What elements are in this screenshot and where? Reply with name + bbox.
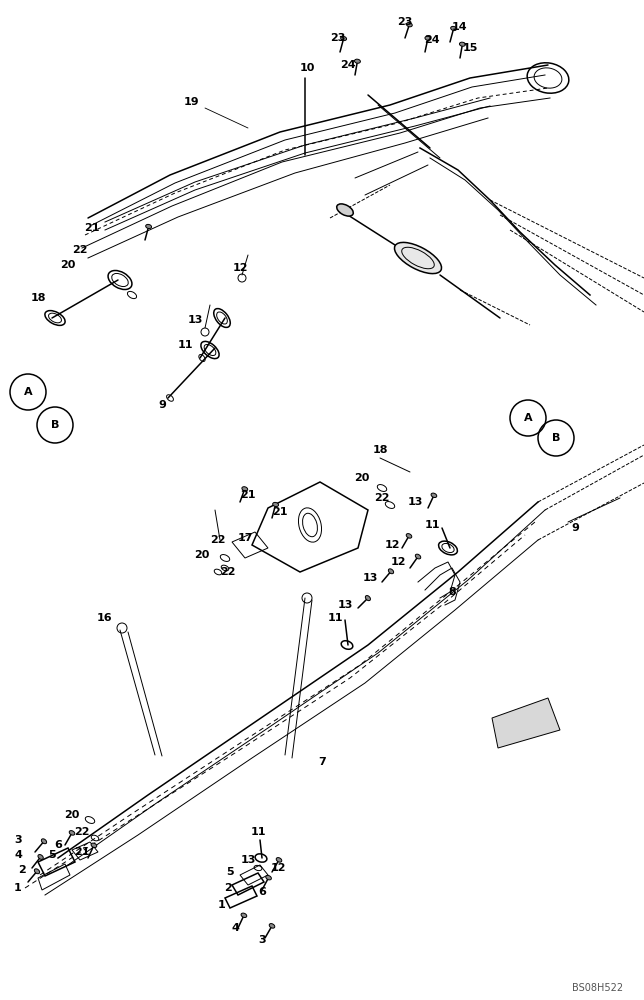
Text: 20: 20 <box>354 473 370 483</box>
Ellipse shape <box>431 493 437 498</box>
Text: B: B <box>552 433 560 443</box>
Text: 13: 13 <box>407 497 422 507</box>
Text: 15: 15 <box>462 43 478 53</box>
Ellipse shape <box>38 855 43 859</box>
Text: 22: 22 <box>210 535 226 545</box>
Text: 12: 12 <box>232 263 248 273</box>
Polygon shape <box>492 698 560 748</box>
Text: 13: 13 <box>363 573 377 583</box>
Text: 24: 24 <box>340 60 356 70</box>
Text: 11: 11 <box>251 827 266 837</box>
Text: 4: 4 <box>14 850 22 860</box>
Text: 20: 20 <box>194 550 210 560</box>
Text: 2: 2 <box>224 883 232 893</box>
Text: 22: 22 <box>72 245 88 255</box>
Text: 5: 5 <box>48 850 56 860</box>
Text: 4: 4 <box>231 923 239 933</box>
Text: 5: 5 <box>226 867 234 877</box>
Text: 21: 21 <box>74 847 90 857</box>
Text: BS08H522: BS08H522 <box>573 983 623 993</box>
Ellipse shape <box>69 831 75 835</box>
Text: 17: 17 <box>237 533 252 543</box>
Text: 21: 21 <box>272 507 288 517</box>
Text: 12: 12 <box>390 557 406 567</box>
Text: 21: 21 <box>240 490 256 500</box>
Text: 22: 22 <box>220 567 236 577</box>
Ellipse shape <box>41 839 46 844</box>
Ellipse shape <box>91 843 97 848</box>
Text: 12: 12 <box>384 540 400 550</box>
Text: 7: 7 <box>318 757 326 767</box>
Text: B: B <box>51 420 59 430</box>
Text: 8: 8 <box>448 587 456 597</box>
Text: 13: 13 <box>240 855 256 865</box>
Text: 9: 9 <box>158 400 166 410</box>
Text: A: A <box>24 387 32 397</box>
Ellipse shape <box>146 224 151 229</box>
Text: 6: 6 <box>258 887 266 897</box>
Ellipse shape <box>395 242 442 274</box>
Text: A: A <box>524 413 533 423</box>
Text: 22: 22 <box>374 493 390 503</box>
Ellipse shape <box>425 36 431 40</box>
Text: 11: 11 <box>327 613 343 623</box>
Ellipse shape <box>242 487 248 491</box>
Ellipse shape <box>406 534 412 538</box>
Ellipse shape <box>354 59 361 63</box>
Text: 22: 22 <box>74 827 90 837</box>
Text: 18: 18 <box>30 293 46 303</box>
Text: 6: 6 <box>54 840 62 850</box>
Text: 19: 19 <box>184 97 200 107</box>
Text: 1: 1 <box>14 883 22 893</box>
Text: 2: 2 <box>18 865 26 875</box>
Ellipse shape <box>365 596 370 601</box>
Text: 1: 1 <box>218 900 226 910</box>
Ellipse shape <box>269 924 275 928</box>
Text: 14: 14 <box>452 22 468 32</box>
Text: 23: 23 <box>330 33 346 43</box>
Ellipse shape <box>241 913 247 918</box>
Text: 21: 21 <box>84 223 100 233</box>
Text: 12: 12 <box>270 863 286 873</box>
Text: 23: 23 <box>397 17 413 27</box>
Ellipse shape <box>337 204 354 216</box>
Ellipse shape <box>406 23 412 27</box>
Text: 18: 18 <box>372 445 388 455</box>
Ellipse shape <box>415 554 421 559</box>
Text: 13: 13 <box>337 600 353 610</box>
Ellipse shape <box>341 36 346 41</box>
Ellipse shape <box>459 42 466 46</box>
Text: 9: 9 <box>571 523 579 533</box>
Text: 11: 11 <box>424 520 440 530</box>
Text: 3: 3 <box>258 935 266 945</box>
Text: 10: 10 <box>299 63 315 73</box>
Text: 20: 20 <box>61 260 76 270</box>
Ellipse shape <box>272 502 279 507</box>
Text: 13: 13 <box>187 315 203 325</box>
Ellipse shape <box>388 569 393 574</box>
Ellipse shape <box>34 869 40 874</box>
Text: 16: 16 <box>97 613 113 623</box>
Ellipse shape <box>266 875 271 880</box>
Text: 3: 3 <box>14 835 22 845</box>
Text: 24: 24 <box>424 35 440 45</box>
Ellipse shape <box>276 858 282 862</box>
Text: 11: 11 <box>177 340 193 350</box>
Ellipse shape <box>451 26 457 31</box>
Text: 20: 20 <box>64 810 80 820</box>
